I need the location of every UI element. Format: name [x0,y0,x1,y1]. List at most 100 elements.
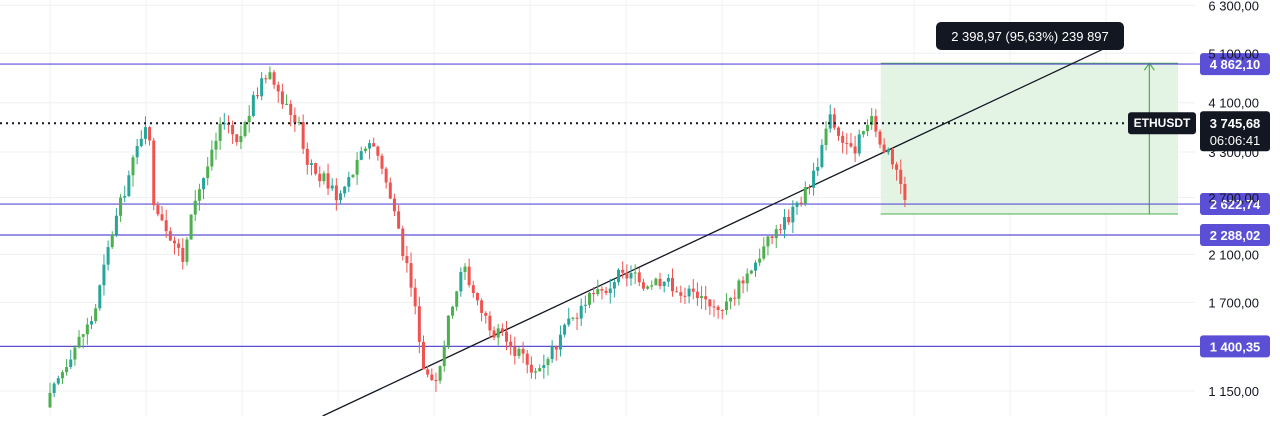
candle-body [272,72,276,85]
candle-body [484,312,488,316]
candles [48,66,907,409]
candle-body [426,369,430,375]
y-tick-label: 2 700,00 [1208,190,1259,205]
candle-body [206,166,210,179]
y-tick-label: 2 100,00 [1208,247,1259,262]
candle-body [314,163,318,174]
y-tick-label: 1 150,00 [1208,384,1259,399]
candle-body [309,163,313,165]
candle-body [173,240,176,244]
candle-body [695,291,699,299]
candle-body [305,148,309,165]
level-badge-label: 4 862,10 [1210,57,1261,72]
candle-body [193,200,197,215]
candle-body [778,229,782,231]
candle-body [866,124,870,132]
candle-body [451,306,455,316]
candle-body [579,305,583,319]
candle-body [691,288,695,292]
candle-body [152,140,156,206]
candle-body [608,288,612,294]
candle-body [430,374,434,381]
trendline-layer[interactable] [322,41,1118,417]
symbol-tag-label: ETHUSDT [1134,116,1191,130]
y-tick-label: 6 300,00 [1208,0,1259,13]
candle-body [650,285,654,287]
horizontal-levels[interactable]: 4 862,10 2 622,74 2 288,02 1 400,35 [0,53,1270,358]
measure-tool[interactable]: 2 398,97 (95,63%) 239 897 [880,22,1178,215]
candle-body [131,157,135,176]
candle-body [600,289,604,291]
candle-body [641,282,645,289]
candle-body [65,367,69,373]
level-badge [1200,53,1270,76]
candle-body [837,127,840,136]
candle-body [143,127,147,139]
candle-body [260,78,264,97]
candle-body [339,193,342,201]
candle-body [716,306,720,310]
candle-body [895,164,899,170]
candle-body [596,289,600,295]
candle-body [720,309,724,311]
candle-body [239,136,243,143]
candle-body [571,317,575,319]
candle-body [98,285,102,309]
candle-body [861,131,865,135]
candle-body [588,292,591,305]
candle-body [139,138,143,147]
candle-body [409,263,413,288]
candle-body [708,299,712,307]
candle-body [81,334,85,337]
candle-body [60,372,64,379]
candle-body [832,114,836,128]
candle-body [563,324,567,335]
candle-body [766,236,770,247]
candle-body [73,347,77,360]
candle-body [417,306,421,342]
candle-body [110,234,114,248]
candle-body [625,272,629,279]
candle-body [542,365,546,369]
candle-body [276,84,280,92]
y-tick-label: 4 100,00 [1208,96,1259,111]
candle-body [662,281,666,287]
candle-body [401,228,405,257]
candle-body [849,143,853,147]
candle-body [749,270,753,274]
candle-body [683,295,687,297]
candle-body [700,296,704,299]
candle-body [90,321,93,325]
candle-body [899,169,903,185]
candle-body [446,315,450,346]
candle-body [824,128,828,145]
candle-body [583,304,587,306]
price-axis[interactable]: 6 300,005 100,004 100,003 300,002 700,00… [1208,0,1259,399]
measure-arrow-head [1143,62,1155,71]
trendline[interactable] [322,41,1118,417]
candle-body [816,166,820,171]
candle-body [509,341,513,347]
candle-body [841,135,845,143]
candle-body [712,306,716,308]
candle-body [442,345,446,367]
candle-body [343,186,347,194]
candle-body [119,197,123,216]
candle-body [671,278,674,292]
candle-body [575,317,579,319]
candle-body [135,146,139,158]
candle-body [56,378,60,384]
candle-body [496,328,500,338]
candle-body [621,269,625,273]
candle-body [438,366,442,381]
measure-box[interactable] [880,63,1178,215]
candle-body [741,280,745,284]
candle-body [567,318,571,325]
level-badge [1200,335,1270,358]
candle-body [422,341,425,370]
candle-body [592,292,596,295]
last-price-value: 3 745,68 [1210,116,1261,131]
candle-body [845,142,849,144]
